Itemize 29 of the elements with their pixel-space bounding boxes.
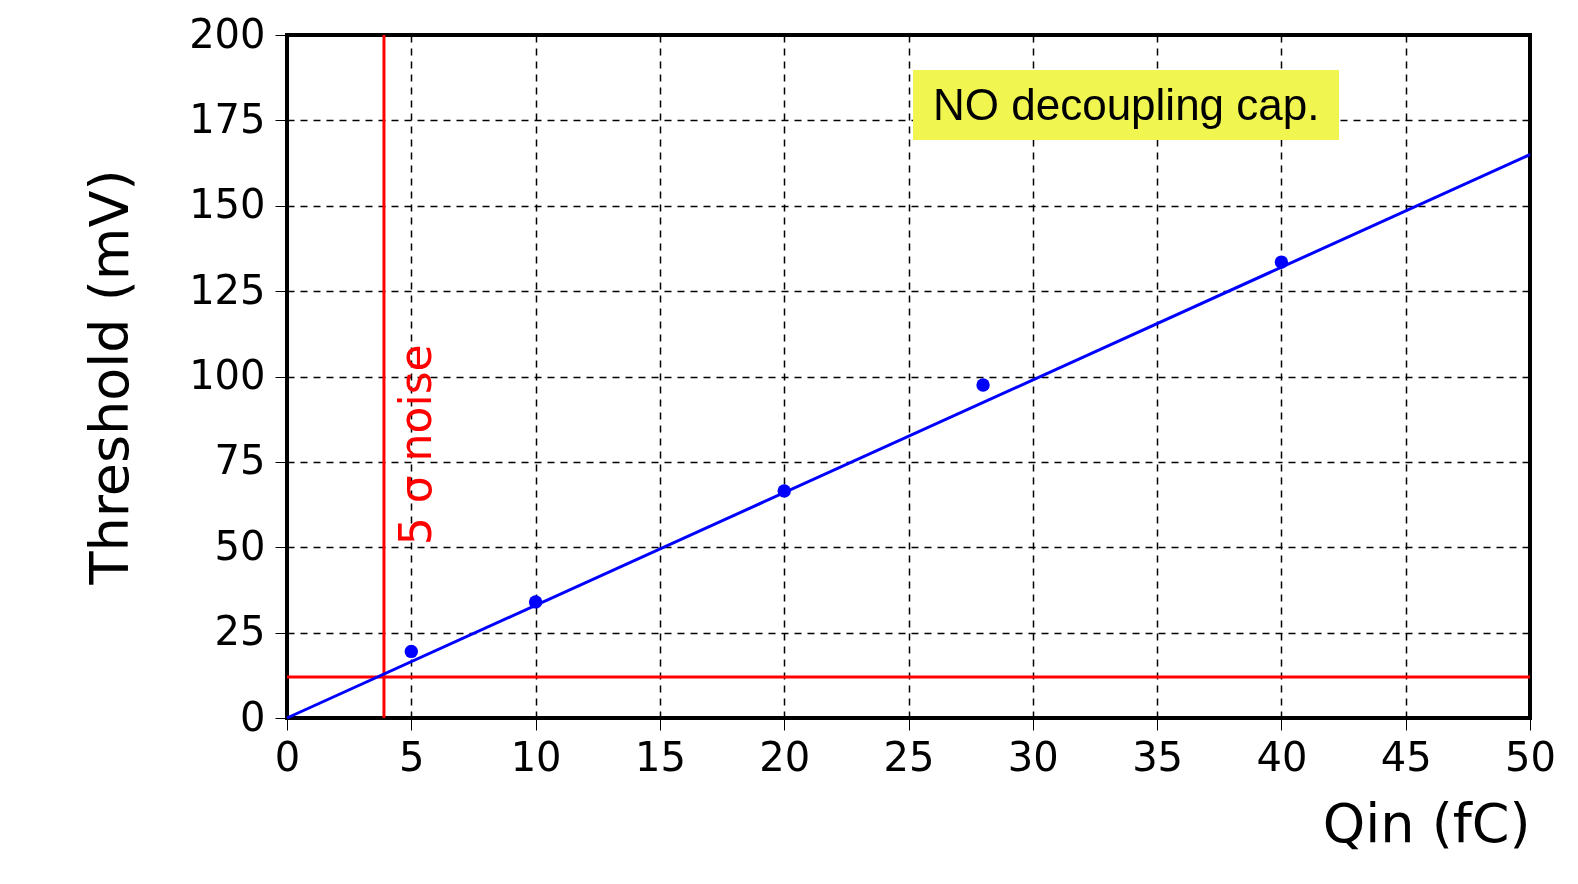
x-tick-label: 30 xyxy=(1007,733,1059,780)
x-tick-label: 25 xyxy=(883,733,935,780)
ref-line-label: 5 σ noise xyxy=(389,344,441,546)
x-axis-title: Qin (fC) xyxy=(1322,791,1531,855)
x-tick-label: 0 xyxy=(274,733,301,780)
y-tick-label: 50 xyxy=(214,522,266,569)
x-tick-label: 40 xyxy=(1256,733,1308,780)
point xyxy=(777,484,791,498)
y-tick-label: 0 xyxy=(240,693,266,740)
y-tick-label: 150 xyxy=(189,181,266,228)
point xyxy=(976,378,990,392)
y-tick-label: 25 xyxy=(214,608,266,655)
y-tick-label: 175 xyxy=(189,95,266,142)
x-tick-label: 5 xyxy=(399,733,425,780)
point xyxy=(528,595,543,609)
annotation: NO decoupling cap. xyxy=(913,70,1340,140)
x-tick-label: 50 xyxy=(1505,733,1556,780)
y-tick-label: 75 xyxy=(214,437,266,484)
x-tick-label: 15 xyxy=(634,733,686,780)
y-tick-label: 100 xyxy=(189,352,266,398)
y-tick-label: 125 xyxy=(189,266,266,313)
x-tick-label: 10 xyxy=(510,733,562,780)
point xyxy=(404,644,419,659)
x-tick-label: 35 xyxy=(1132,733,1184,780)
y-axis-title: Threshold (mV) xyxy=(78,169,142,586)
x-tick-label: 45 xyxy=(1380,733,1432,780)
y-tick-label: 200 xyxy=(189,10,266,57)
x-tick-label: 20 xyxy=(759,733,811,780)
point xyxy=(1274,255,1289,269)
